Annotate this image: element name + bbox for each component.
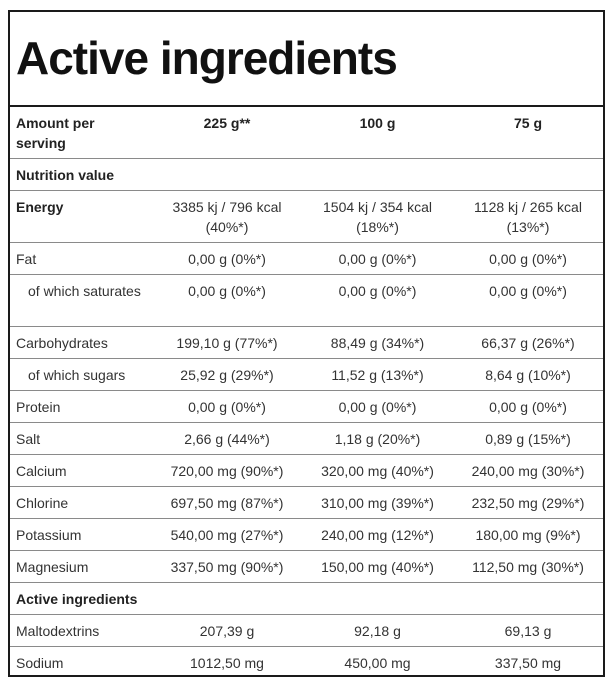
section-label-active-ingredients: Active ingredients [16, 591, 138, 607]
row-label: Sodium [16, 655, 64, 671]
cell-value: 8,64 g (10%*) [485, 367, 571, 383]
cell-value: 310,00 mg (39%*) [321, 495, 434, 511]
cell-value: 0,89 g (15%*) [485, 431, 571, 447]
table-row: of which sugars 25,92 g (29%*) 11,52 g (… [10, 358, 603, 391]
cell-value: 0,00 g (0%*) [338, 283, 417, 299]
table-row: Salt 2,66 g (44%*) 1,18 g (20%*) 0,89 g … [10, 422, 603, 455]
cell-value: 0,00 g (0%*) [489, 283, 567, 299]
nutrition-table: Amount per serving 225 g** 100 g 75 g Nu… [10, 105, 603, 678]
cell-value: 697,50 mg (87%*) [170, 495, 284, 511]
cell-value: 3385 kj / 796 kcal (40%*) [172, 199, 282, 235]
row-label: Energy [16, 199, 64, 215]
cell-value: 1128 kj / 265 kcal (13%*) [474, 199, 582, 235]
cell-value: 199,10 g (77%*) [176, 335, 278, 351]
cell-value: 240,00 mg (30%*) [471, 463, 585, 479]
cell-value: 337,50 mg (90%*) [170, 559, 284, 575]
header-col-100g: 100 g [359, 115, 396, 131]
table-header-row: Amount per serving 225 g** 100 g 75 g [10, 106, 603, 159]
page-title: Active ingredients [16, 32, 398, 84]
header-col-225g: 225 g** [203, 115, 251, 131]
row-label: Fat [16, 251, 37, 267]
section-row-nutrition-value: Nutrition value [10, 158, 603, 191]
cell-value: 1,18 g (20%*) [334, 431, 421, 447]
row-label-text: of which saturates [28, 283, 141, 299]
cell-value: 0,00 g (0%*) [489, 251, 567, 267]
row-label: Protein [16, 399, 61, 415]
cell-value: 0,00 g (0%*) [489, 399, 567, 415]
cell-value: 720,00 mg (90%*) [170, 463, 284, 479]
section-label-nutrition-value: Nutrition value [16, 167, 115, 183]
cell-value: 450,00 mg [344, 655, 411, 671]
row-label: of which saturates [10, 275, 152, 327]
table-row: Calcium 720,00 mg (90%*) 320,00 mg (40%*… [10, 454, 603, 487]
cell-value: 240,00 mg (12%*) [321, 527, 434, 543]
table-row: Potassium 540,00 mg (27%*) 240,00 mg (12… [10, 518, 603, 551]
section-row-active-ingredients: Active ingredients [10, 582, 603, 615]
cell-value: 150,00 mg (40%*) [321, 559, 434, 575]
cell-value: 1012,50 mg [190, 655, 264, 671]
table-row: of which saturates 0,00 g (0%*) 0,00 g (… [10, 274, 603, 327]
header-col-75g: 75 g [513, 115, 542, 131]
table-row: Sodium 1012,50 mg 450,00 mg 337,50 mg [10, 646, 603, 679]
row-label: Potassium [16, 527, 82, 543]
cell-value: 207,39 g [199, 623, 255, 639]
cell-value: 0,00 g (0%*) [188, 399, 266, 415]
cell-value: 11,52 g (13%*) [331, 367, 424, 383]
cell-value: 232,50 mg (29%*) [471, 495, 585, 511]
row-label: Chlorine [16, 495, 69, 511]
cell-value: 540,00 mg (27%*) [170, 527, 284, 543]
row-label: Carbohydrates [16, 335, 108, 351]
cell-value: 25,92 g (29%*) [180, 367, 274, 383]
cell-value: 337,50 mg [494, 655, 562, 671]
row-label: Calcium [16, 463, 67, 479]
row-label: of which sugars [28, 367, 126, 383]
row-label: Magnesium [16, 559, 89, 575]
cell-value: 180,00 mg (9%*) [475, 527, 581, 543]
table-row: Fat 0,00 g (0%*) 0,00 g (0%*) 0,00 g (0%… [10, 242, 603, 275]
table-row: Energy 3385 kj / 796 kcal (40%*) 1504 kj… [10, 190, 603, 243]
cell-value: 0,00 g (0%*) [188, 251, 266, 267]
nutrition-panel: Active ingredients Amount per serving 22… [8, 10, 605, 677]
cell-value: 0,00 g (0%*) [338, 251, 417, 267]
cell-value: 66,37 g (26%*) [481, 335, 575, 351]
header-amount-per-serving: Amount per serving [16, 115, 95, 151]
table-row: Carbohydrates 199,10 g (77%*) 88,49 g (3… [10, 326, 603, 359]
table-row: Chlorine 697,50 mg (87%*) 310,00 mg (39%… [10, 486, 603, 519]
cell-value: 0,00 g (0%*) [188, 283, 266, 299]
row-label: Salt [16, 431, 41, 447]
cell-value: 92,18 g [354, 623, 401, 639]
cell-value: 88,49 g (34%*) [330, 335, 425, 351]
table-row: Maltodextrins 207,39 g 92,18 g 69,13 g [10, 614, 603, 647]
cell-value: 0,00 g (0%*) [338, 399, 417, 415]
table-row: Magnesium 337,50 mg (90%*) 150,00 mg (40… [10, 550, 603, 583]
cell-value: 112,50 mg (30%*) [472, 559, 584, 575]
table-row: Protein 0,00 g (0%*) 0,00 g (0%*) 0,00 g… [10, 390, 603, 423]
cell-value: 2,66 g (44%*) [184, 431, 270, 447]
cell-value: 320,00 mg (40%*) [321, 463, 434, 479]
cell-value: 1504 kj / 354 kcal (18%*) [323, 199, 432, 235]
cell-value: 69,13 g [504, 623, 552, 639]
row-label: Maltodextrins [16, 623, 100, 639]
